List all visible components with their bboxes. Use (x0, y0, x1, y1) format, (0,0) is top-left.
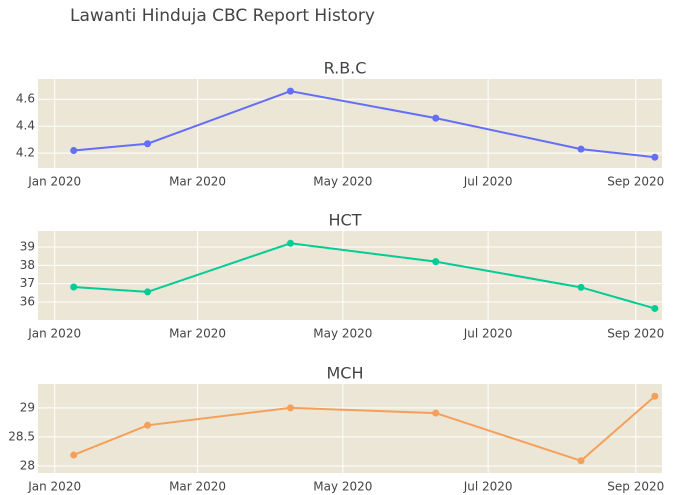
subplot-title: R.B.C (324, 59, 367, 78)
x-tick-label: Jan 2020 (27, 327, 81, 341)
x-tick-label: Jan 2020 (27, 480, 81, 494)
point (651, 392, 659, 400)
point (651, 304, 659, 312)
plot-area (38, 384, 662, 473)
line (73, 242, 656, 310)
x-tick-label: Jul 2020 (463, 480, 513, 494)
page-title: Lawanti Hinduja CBC Report History (70, 6, 375, 26)
x-tick-label: Jul 2020 (463, 175, 513, 189)
x-tick-label: Sep 2020 (607, 480, 664, 494)
plot-area (38, 231, 662, 320)
y-tick-label: 28 (20, 459, 35, 473)
point (70, 283, 78, 291)
point (286, 404, 294, 412)
subplot-title: MCH (326, 364, 363, 383)
subplot-title: HCT (329, 211, 362, 230)
line (73, 395, 656, 462)
x-tick-label: Sep 2020 (607, 327, 664, 341)
y-tick-label: 37 (20, 276, 35, 290)
point (432, 409, 440, 417)
point (577, 283, 585, 291)
y-tick-label: 39 (20, 239, 35, 253)
point (577, 457, 585, 465)
x-tick-label: May 2020 (313, 327, 372, 341)
y-tick-label: 4.4 (16, 119, 35, 133)
point (651, 153, 659, 161)
x-tick-label: Sep 2020 (607, 175, 664, 189)
point (432, 258, 440, 266)
y-tick-label: 28.5 (8, 429, 35, 443)
point (70, 146, 78, 154)
plot-area (38, 79, 662, 168)
point (577, 145, 585, 153)
y-tick-label: 38 (20, 258, 35, 272)
x-tick-label: May 2020 (313, 175, 372, 189)
x-tick-label: Mar 2020 (169, 327, 226, 341)
y-tick-label: 29 (20, 400, 35, 414)
x-tick-label: Mar 2020 (169, 480, 226, 494)
y-tick-label: 4.2 (16, 146, 35, 160)
point (286, 87, 294, 95)
x-tick-label: Mar 2020 (169, 175, 226, 189)
line (73, 90, 655, 159)
x-tick-label: Jul 2020 (463, 327, 513, 341)
point (70, 451, 78, 459)
y-tick-label: 4.6 (16, 92, 35, 106)
y-tick-label: 36 (20, 295, 35, 309)
point (286, 239, 294, 247)
x-tick-label: May 2020 (313, 480, 372, 494)
point (144, 288, 152, 296)
point (144, 140, 152, 148)
x-tick-label: Jan 2020 (27, 175, 81, 189)
point (144, 421, 152, 429)
point (432, 114, 440, 122)
